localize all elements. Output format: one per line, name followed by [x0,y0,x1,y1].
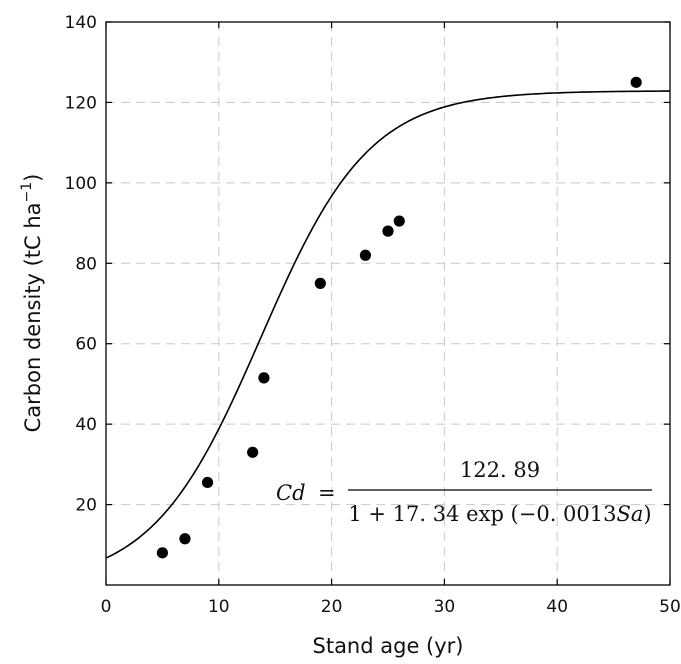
y-axis-label-main: Carbon density (tC ha [21,202,45,432]
x-tick-label: 0 [101,597,112,617]
x-tick-labels: 0 10 20 30 40 50 [101,597,681,617]
data-point [156,547,168,559]
y-tick-label: 40 [75,415,97,435]
y-axis-label: Carbon density (tC ha−1) [19,174,45,433]
x-tick-label: 30 [434,597,456,617]
data-point [179,533,191,545]
data-point [201,476,214,489]
equation-denominator-suffix: ) [643,502,651,526]
fit-curve [105,90,671,559]
equation-equals: = [318,481,336,505]
equation-denominator-var: Sa [617,502,644,526]
y-tick-label: 60 [75,335,97,355]
y-tick-label: 80 [75,254,97,274]
data-point [258,372,270,384]
y-tick-label: 20 [75,496,97,516]
data-point [247,446,259,458]
equation-numerator: 122. 89 [460,458,540,482]
y-tick-label: 100 [65,174,97,194]
x-tick-label: 40 [546,597,568,617]
data-point [359,249,372,261]
data-point [630,76,642,88]
x-axis-label: Stand age (yr) [313,634,464,658]
equation-lhs: Cd [276,481,306,505]
x-tick-label: 50 [659,597,681,617]
y-axis-label-close: ) [21,174,45,182]
x-tick-label: 20 [321,597,343,617]
y-tick-labels: 20 40 60 80 100 120 140 [65,13,97,516]
y-tick-label: 140 [65,13,97,33]
equation-denominator-prefix: 1 + 17. 34 exp (−0. 0013 [348,502,616,526]
y-tick-label: 120 [65,93,97,113]
data-point [314,277,326,289]
plot-frame [105,21,671,586]
y-axis-label-unit-exponent: −1 [19,182,35,203]
axis-ticks [105,21,671,585]
data-point [382,225,394,237]
x-tick-label: 10 [208,597,230,617]
data-point [393,215,405,227]
data-points [156,76,642,559]
equation: Cd = 122. 89 1 + 17. 34 exp (−0. 0013Sa) [276,458,652,526]
equation-denominator: 1 + 17. 34 exp (−0. 0013Sa) [348,502,651,526]
grid-lines [106,22,670,585]
